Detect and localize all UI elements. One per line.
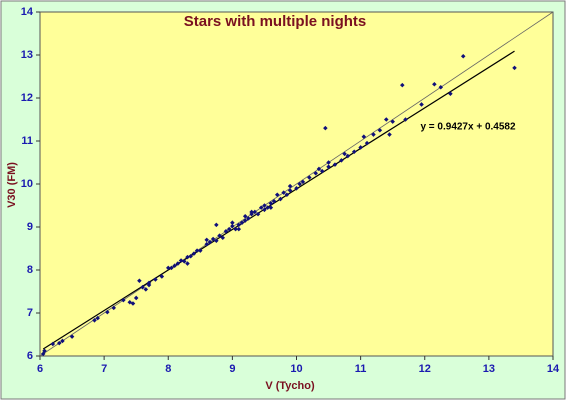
data-point: [345, 153, 351, 159]
y-tick-label: 9: [27, 221, 33, 233]
data-point: [281, 190, 286, 195]
data-point: [182, 259, 187, 264]
data-point: [268, 205, 274, 210]
data-point: [287, 183, 293, 189]
y-tick-label: 10: [21, 178, 33, 190]
y-tick-label: 6: [27, 350, 33, 362]
x-tick-label: 12: [419, 363, 431, 375]
x-tick-label: 9: [229, 363, 235, 375]
data-point: [265, 205, 270, 210]
data-point: [153, 277, 158, 282]
data-point: [313, 170, 319, 176]
y-tick-label: 12: [21, 92, 33, 104]
data-point: [252, 209, 258, 215]
data-point: [361, 134, 367, 139]
x-tick-label: 7: [101, 363, 107, 375]
data-point: [377, 127, 383, 133]
data-point: [297, 181, 302, 187]
data-point: [169, 265, 174, 271]
data-point: [105, 309, 110, 315]
data-point: [137, 278, 142, 284]
data-point: [287, 188, 293, 193]
data-point: [258, 205, 264, 210]
x-axis-label: V (Tycho): [265, 380, 315, 392]
data-point: [133, 295, 139, 301]
data-point: [364, 140, 370, 146]
data-point: [185, 261, 190, 266]
data-point: [316, 166, 322, 172]
x-tick-label: 13: [483, 363, 495, 375]
data-point: [185, 254, 190, 260]
trendline: [42, 50, 515, 350]
x-tick-label: 10: [290, 363, 302, 375]
data-point: [165, 265, 171, 271]
data-point: [172, 263, 177, 268]
identity-line: [39, 11, 554, 357]
y-tick-label: 13: [21, 49, 33, 61]
data-point: [358, 145, 363, 150]
data-point: [342, 151, 347, 157]
y-tick-label: 11: [21, 135, 33, 147]
y-axis-label: V30 (FM): [6, 162, 18, 208]
chart-title: Stars with multiple nights: [184, 13, 367, 30]
y-tick-label: 8: [27, 264, 33, 276]
trendline-equation: y = 0.9427x + 0.4582: [420, 122, 516, 133]
x-tick-label: 8: [165, 363, 171, 375]
y-tick-label: 7: [27, 307, 33, 319]
data-point: [121, 297, 126, 303]
y-tick-label: 14: [21, 6, 34, 18]
x-tick-label: 14: [547, 363, 560, 375]
x-tick-label: 6: [37, 363, 43, 375]
x-tick-label: 11: [355, 363, 367, 375]
data-point: [140, 284, 145, 290]
data-point: [332, 162, 338, 167]
data-point: [271, 198, 277, 204]
